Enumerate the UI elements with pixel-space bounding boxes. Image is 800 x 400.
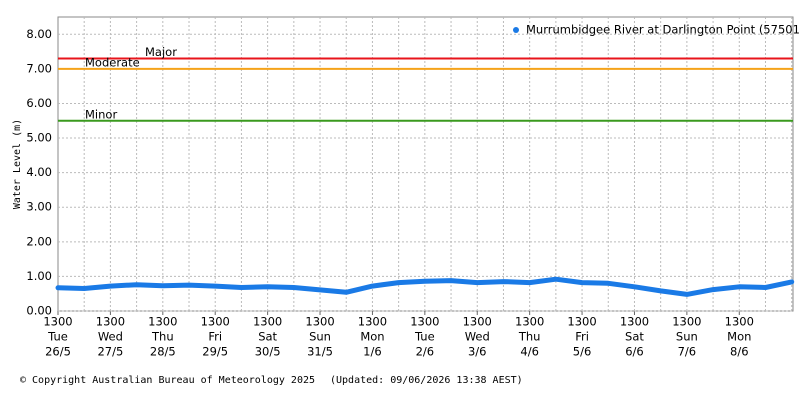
x-tick-label: Thu [518,330,541,344]
x-tick-label: 2/6 [416,345,435,359]
x-tick-label: 8/6 [730,345,749,359]
y-tick-label: 6.00 [26,96,52,110]
x-tick-label: 29/5 [202,345,228,359]
x-tick-label: 1300 [43,315,72,329]
x-tick-label: Wed [465,330,490,344]
x-tick-label: 1300 [567,315,596,329]
y-tick-label: 5.00 [26,131,52,145]
x-tick-label: Fri [208,330,222,344]
threshold-label: Major [145,45,177,59]
plot-frame [57,16,794,312]
x-tick-label: 1300 [96,315,125,329]
x-tick-label: 5/6 [573,345,592,359]
x-tick-label: Fri [575,330,589,344]
x-tick-label: 7/6 [678,345,697,359]
y-axis-label: Water Level (m) [12,119,23,209]
x-tick-label: Tue [47,330,68,344]
copyright: © Copyright Australian Bureau of Meteoro… [20,375,315,386]
x-tick-label: 1300 [253,315,282,329]
updated: (Updated: 09/06/2026 13:38 AEST) [330,375,523,386]
threshold-label: Moderate [85,55,140,69]
x-tick-label: Wed [98,330,123,344]
x-tick-label: 30/5 [255,345,281,359]
x-tick-label: Sat [258,330,277,344]
y-tick-label: 2.00 [26,234,52,248]
x-tick-label: 6/6 [625,345,644,359]
y-tick-label: 4.00 [26,165,52,179]
x-tick-label: 1300 [515,315,544,329]
x-tick-label: Sat [625,330,644,344]
threshold-label: Minor [85,107,117,121]
x-tick-label: 1300 [358,315,387,329]
y-tick-label: 3.00 [26,200,52,214]
x-tick-label: 4/6 [520,345,539,359]
x-tick-label: 1300 [672,315,701,329]
x-tick-label: 31/5 [307,345,333,359]
x-tick-label: Mon [727,330,751,344]
x-tick-label: 28/5 [150,345,176,359]
x-tick-label: Tue [414,330,435,344]
x-tick-label: 1300 [463,315,492,329]
x-tick-label: 27/5 [97,345,123,359]
series-line [55,276,795,297]
x-tick-label: 1300 [305,315,334,329]
x-tick-label: Mon [360,330,384,344]
x-tick-label: 26/5 [45,345,71,359]
legend-label: Murrumbidgee River at Darlington Point (… [526,23,800,37]
x-tick-label: Sun [676,330,698,344]
y-tick-label: 7.00 [26,61,52,75]
x-tick-label: 1300 [201,315,230,329]
x-tick-label: 1300 [410,315,439,329]
y-tick-label: 8.00 [26,27,52,41]
x-tick-label: 1300 [620,315,649,329]
x-tick-label: Thu [151,330,174,344]
x-tick-label: 1300 [725,315,754,329]
y-tick-label: 1.00 [26,269,52,283]
x-tick-label: Sun [309,330,331,344]
x-tick-label: 1/6 [363,345,382,359]
legend-marker [513,27,519,33]
x-tick-label: 1300 [148,315,177,329]
x-tick-label: 3/6 [468,345,487,359]
y-tick-label: 0.00 [26,304,52,318]
